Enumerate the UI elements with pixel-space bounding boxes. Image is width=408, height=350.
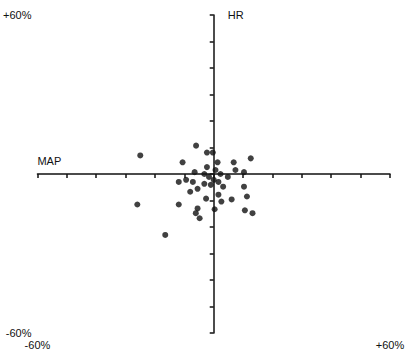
svg-text:HR: HR bbox=[228, 9, 244, 21]
svg-text:-60%: -60% bbox=[25, 339, 51, 350]
svg-text:-60%: -60% bbox=[6, 327, 32, 339]
svg-text:+60%: +60% bbox=[3, 9, 32, 21]
svg-text:MAP: MAP bbox=[37, 155, 61, 167]
svg-text:+60%: +60% bbox=[376, 339, 405, 350]
